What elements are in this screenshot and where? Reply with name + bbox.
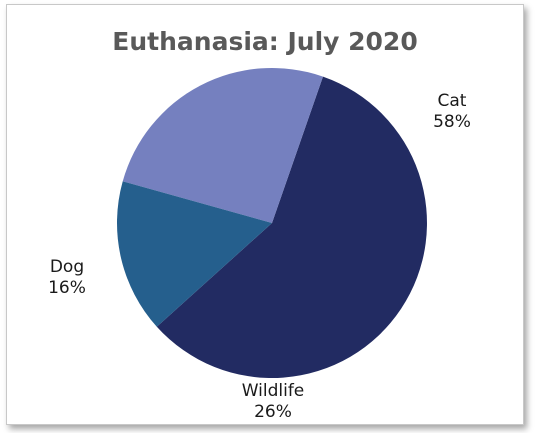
chart-title: Euthanasia: July 2020: [112, 27, 418, 56]
slice-category-cat: Cat: [437, 91, 467, 111]
slice-category-dog: Dog: [49, 257, 85, 277]
chart-frame: Euthanasia: July 2020 Cat 58% Wildlife 2…: [6, 4, 524, 425]
slice-label-dog: Dog 16%: [37, 257, 97, 299]
pie-slice-cat: [156, 76, 427, 378]
pie-slice-dog: [116, 181, 272, 327]
slice-category-wildlife: Wildlife: [241, 381, 305, 401]
slice-percent-dog: 16%: [48, 278, 86, 298]
slice-percent-wildlife: 26%: [254, 402, 292, 422]
slice-label-wildlife: Wildlife 26%: [233, 381, 313, 423]
pie-slice-wildlife: [122, 68, 323, 224]
pie-chart: [116, 68, 427, 378]
slice-percent-cat: 58%: [433, 112, 471, 132]
slice-label-cat: Cat 58%: [417, 91, 487, 133]
